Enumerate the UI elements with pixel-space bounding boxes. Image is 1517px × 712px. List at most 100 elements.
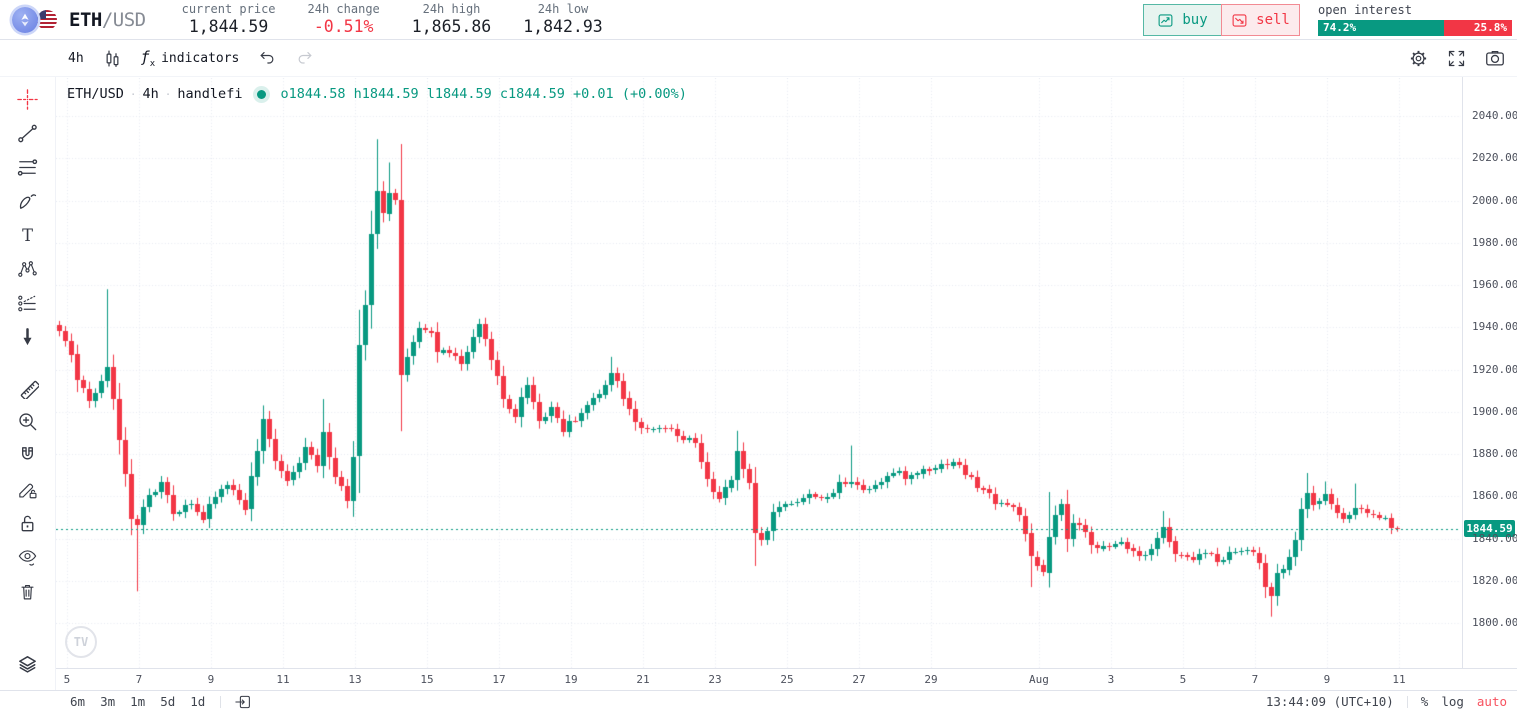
range-3m-button[interactable]: 3m [100,694,116,709]
stat-24h-change: 24h change -0.51% [308,2,380,37]
redo-icon [298,52,312,64]
sell-label: sell [1256,12,1290,28]
time-axis-label: 5 [63,673,71,686]
legend-separator: · [164,87,172,101]
stat-24h-high: 24h high 1,865.86 [412,2,491,37]
chart-style-button[interactable] [102,48,123,69]
goto-date-button[interactable] [234,693,252,711]
chart-toolbar: 4h ƒx indicators [0,40,1517,77]
time-axis-label: 17 [492,673,506,686]
main-area: T [0,77,1517,690]
calendar-goto-icon [235,695,251,708]
brush-tool-button[interactable] [13,189,43,213]
current-price-tag: 1844.59 [1464,520,1515,538]
trend-down-icon [1232,13,1247,27]
forecast-icon [18,295,36,311]
arrow-marker-tool-button[interactable] [13,325,43,349]
measure-tool-button[interactable] [13,375,43,399]
range-6m-button[interactable]: 6m [70,694,86,709]
xabcd-pattern-icon [18,260,37,277]
price-axis-label: 1900.00 [1472,404,1517,418]
stat-label: 24h low [537,2,589,16]
footer-right: 13:44:09 (UTC+10) % log auto [1266,694,1517,709]
time-axis-label: 7 [135,673,143,686]
oi-long-value: 74.2% [1323,21,1357,34]
fib-tool-button[interactable] [13,155,43,179]
undo-button[interactable] [257,48,277,68]
magnet-icon [22,446,33,459]
candlestick-icon [106,49,119,67]
crosshair-icon [17,88,38,110]
time-axis-label: 15 [420,673,434,686]
indicators-label: indicators [161,50,240,66]
forecast-tool-button[interactable] [13,291,43,315]
stat-value: 1,842.93 [523,17,603,36]
trade-buttons: buy sell [1143,4,1300,36]
legend-symbol[interactable]: ETH/USD [67,86,124,102]
fullscreen-button[interactable] [1446,48,1467,69]
interval-button[interactable]: 4h [68,51,84,66]
time-axis-label: 25 [780,673,794,686]
object-tree-button[interactable] [13,652,43,676]
layers-icon [19,655,36,673]
range-1m-button[interactable]: 1m [130,694,146,709]
price-axis-label: 2020.00 [1472,151,1517,165]
text-tool-button[interactable]: T [13,223,43,247]
range-5d-button[interactable]: 5d [160,694,176,709]
eye-hide-icon [18,549,37,566]
time-axis-label: 13 [348,673,362,686]
time-axis-label: 9 [1323,673,1331,686]
time-axis-label: 27 [852,673,866,686]
stat-label: current price [181,2,276,16]
camera-icon [1486,50,1504,66]
candlestick-chart-canvas[interactable] [56,78,1461,668]
open-interest-bar: 74.2% 25.8% [1318,20,1512,36]
text-tool-icon: T [22,225,33,244]
indicators-button[interactable]: ƒx indicators [141,48,240,69]
stat-value: 1,865.86 [411,17,492,36]
buy-button[interactable]: buy [1143,4,1222,36]
percent-scale-button[interactable]: % [1420,694,1429,709]
drawing-toolbar: T [0,77,56,690]
trend-line-icon [18,124,37,142]
time-axis[interactable]: 5 7 9 11 13 15 17 19 21 23 25 27 29 Aug 3 5 7 9 11 [56,668,1517,690]
trend-up-icon [1158,13,1173,27]
stat-value: 1,844.59 [188,17,269,36]
magnet-tool-button[interactable] [13,443,43,467]
zoom-in-tool-button[interactable] [13,409,43,433]
ethereum-icon [12,6,38,33]
clock[interactable]: 13:44:09 (UTC+10) [1265,694,1394,709]
pattern-tool-button[interactable] [13,257,43,281]
log-scale-button[interactable]: log [1441,694,1464,709]
redo-button[interactable] [295,48,315,68]
hide-all-tool-button[interactable] [13,545,43,569]
buy-label: buy [1182,12,1208,28]
lock-all-tool-button[interactable] [13,511,43,535]
trendline-tool-button[interactable] [13,121,43,145]
settings-button[interactable] [1408,48,1429,69]
range-1d-button[interactable]: 1d [190,694,206,709]
time-axis-label: 29 [924,673,938,686]
crosshair-tool-button[interactable] [13,87,43,111]
auto-scale-button[interactable]: auto [1476,694,1507,709]
tradingview-logo-icon: TV [73,635,89,649]
us-flag-icon [37,9,57,30]
stat-value: -0.51% [313,17,374,36]
tradingview-watermark[interactable]: TV [65,626,97,658]
time-axis-label: 7 [1251,673,1259,686]
remove-all-tool-button[interactable] [13,579,43,603]
edit-lock-tool-button[interactable] [13,477,43,501]
snapshot-button[interactable] [1484,47,1506,69]
price-axis-label: 1860.00 [1472,489,1517,503]
time-axis-label: 21 [636,673,650,686]
ethereum-usd-logo [12,6,59,34]
oi-short-value: 25.8% [1473,21,1507,34]
price-axis[interactable]: 1844.59 2040.00 2020.00 2000.00 1980.00 1960… [1462,77,1517,668]
market-stats: current price 1,844.59 24h change -0.51% 24h… [182,2,603,37]
time-axis-label: Aug [1029,673,1049,686]
bottom-bar: 6m 3m 1m 5d 1d 13:44:09 (UTC+10) % log auto [0,690,1517,712]
svg-text:T: T [22,225,33,244]
ruler-icon [20,380,39,399]
legend-interval: 4h [142,86,159,102]
sell-button[interactable]: sell [1221,4,1300,36]
